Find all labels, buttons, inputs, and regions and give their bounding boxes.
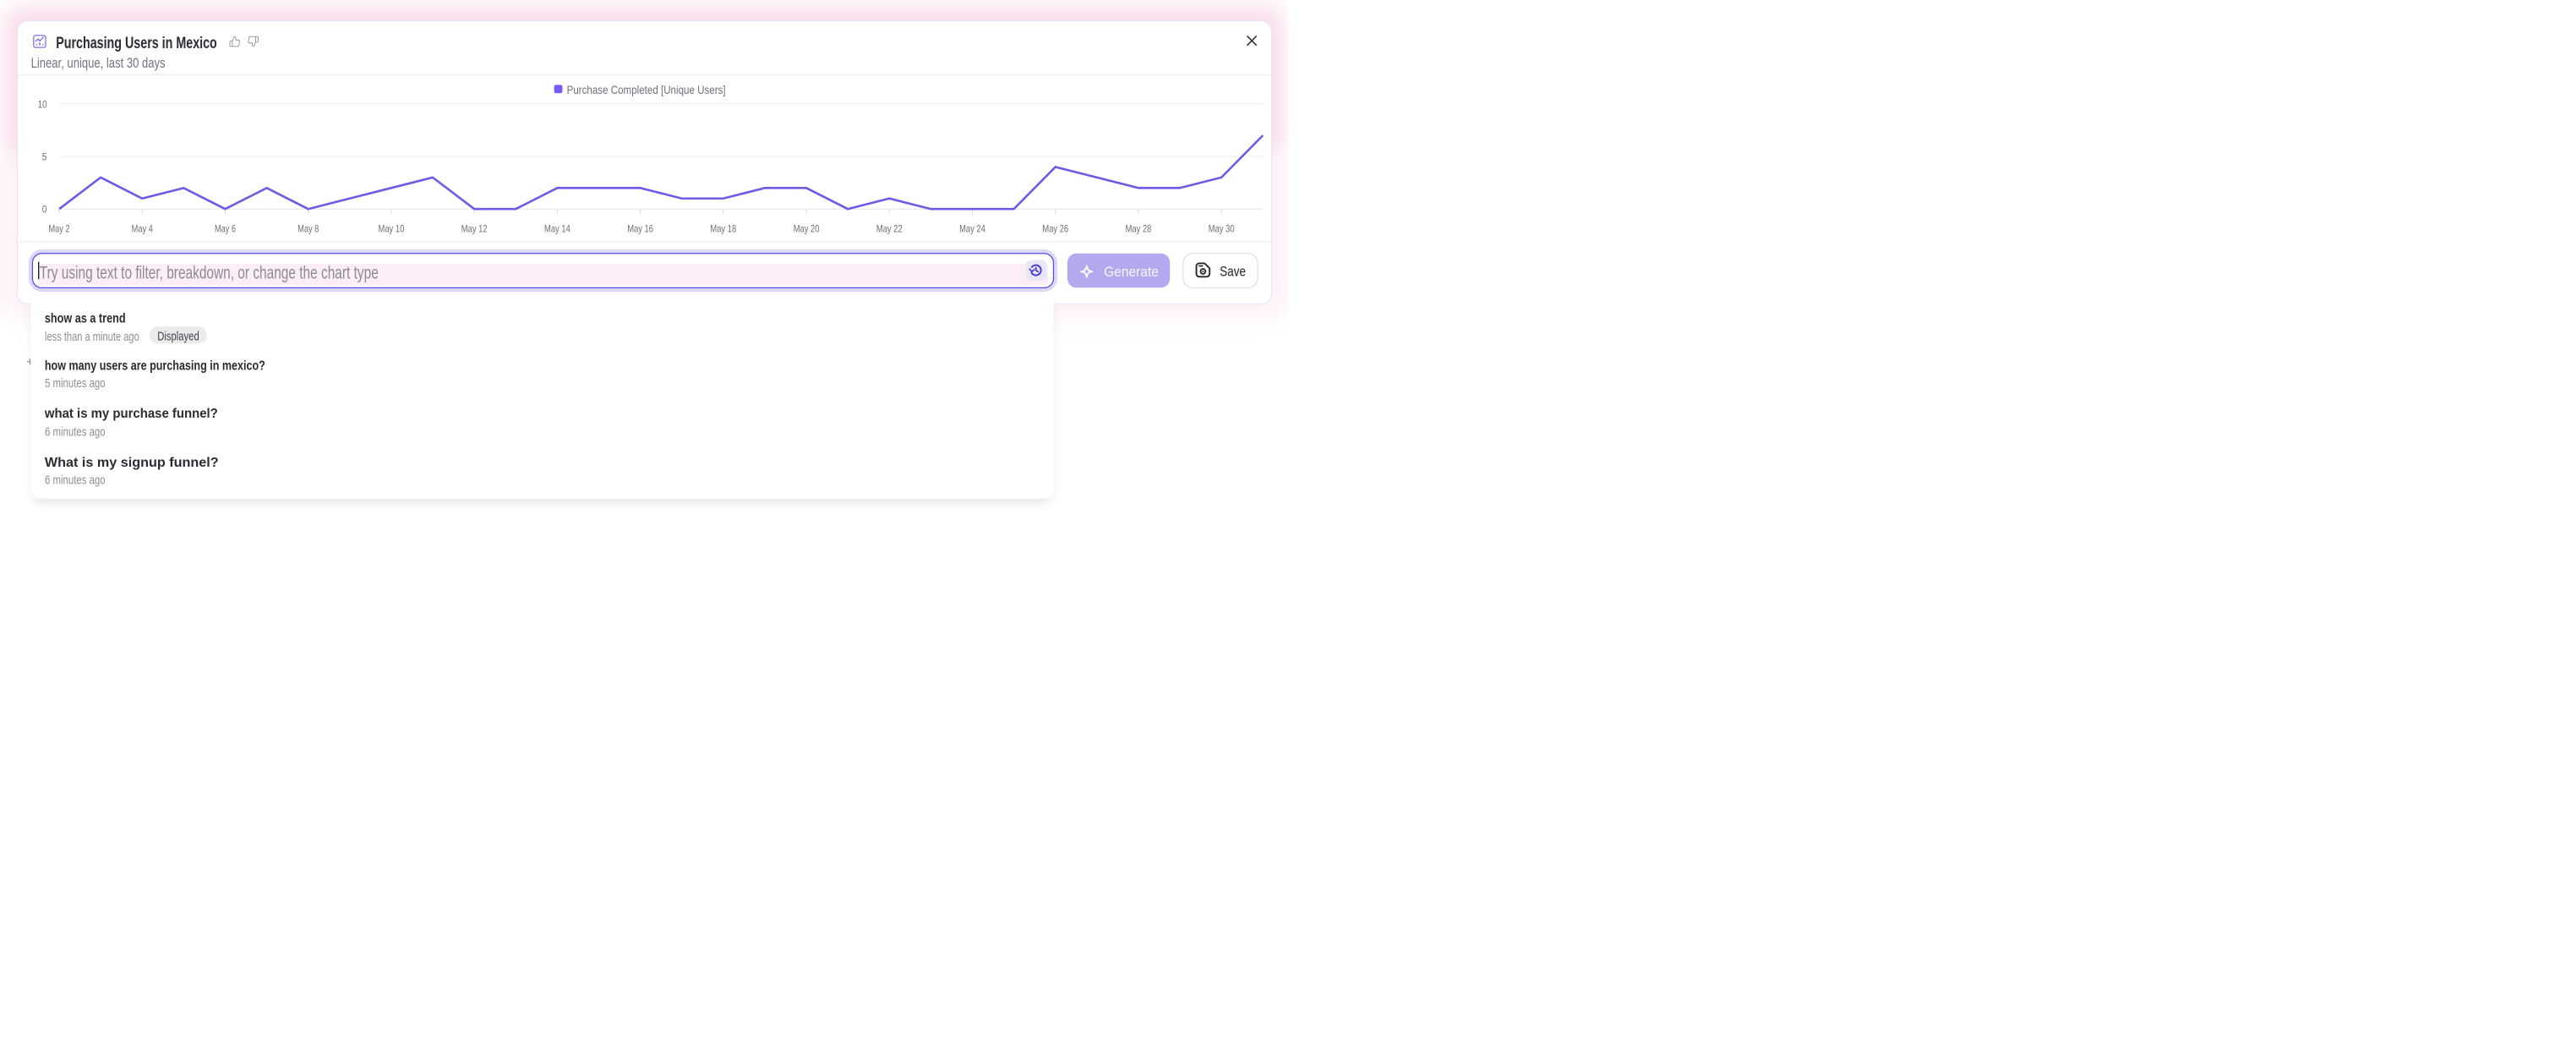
svg-text:May 22: May 22 [876, 223, 903, 235]
svg-text:how many users are purchasing: how many users are purchasing in mexico? [45, 358, 265, 373]
svg-text:May 30: May 30 [1209, 223, 1235, 235]
svg-text:May 6: May 6 [215, 223, 236, 235]
svg-text:Purchase Completed [Unique Use: Purchase Completed [Unique Users] [567, 84, 726, 96]
svg-text:what is my purchase funnel?: what is my purchase funnel? [44, 407, 218, 421]
svg-text:What is my signup funnel?: What is my signup funnel? [45, 456, 219, 470]
svg-text:May 2: May 2 [48, 223, 69, 235]
svg-text:6 minutes ago: 6 minutes ago [45, 474, 106, 488]
svg-text:5: 5 [42, 150, 47, 162]
svg-text:6 minutes ago: 6 minutes ago [45, 426, 106, 440]
svg-text:May 14: May 14 [544, 223, 570, 235]
svg-text:Try using text to filter, brea: Try using text to filter, breakdown, or … [40, 263, 379, 282]
svg-text:Save: Save [1220, 263, 1246, 279]
svg-text:10: 10 [38, 98, 47, 110]
svg-text:May 10: May 10 [379, 223, 405, 235]
svg-text:May 8: May 8 [297, 223, 319, 235]
svg-text:Linear, unique, last 30 days: Linear, unique, last 30 days [31, 56, 166, 71]
svg-text:Purchasing Users in Mexico: Purchasing Users in Mexico [56, 34, 217, 52]
svg-text:May 28: May 28 [1126, 223, 1152, 235]
svg-text:May 18: May 18 [710, 223, 736, 235]
svg-text:show as a trend: show as a trend [45, 312, 126, 326]
svg-text:May 20: May 20 [794, 223, 820, 235]
svg-text:May 12: May 12 [461, 223, 488, 235]
svg-text:May 4: May 4 [132, 223, 153, 235]
svg-text:0: 0 [42, 204, 47, 216]
svg-text:5 minutes ago: 5 minutes ago [45, 377, 106, 391]
svg-text:less than a minute ago: less than a minute ago [45, 331, 139, 344]
svg-text:May 26: May 26 [1042, 223, 1068, 235]
svg-text:May 16: May 16 [627, 223, 653, 235]
svg-text:Displayed: Displayed [157, 331, 199, 344]
svg-text:May 24: May 24 [959, 223, 985, 235]
svg-text:Generate: Generate [1104, 264, 1159, 280]
